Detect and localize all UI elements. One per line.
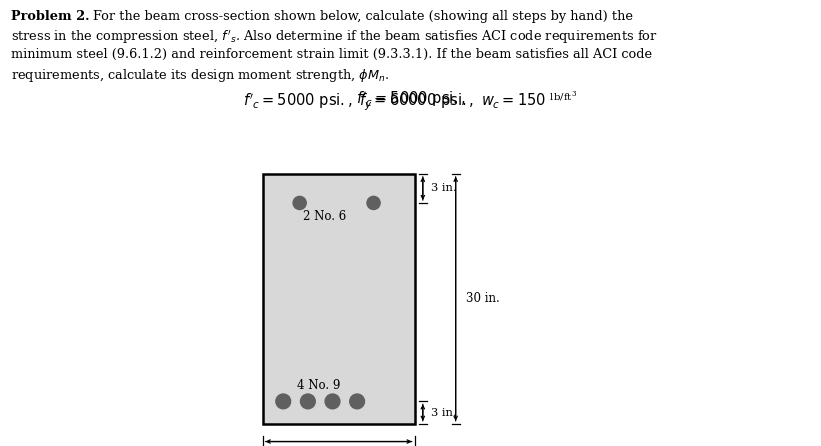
Ellipse shape xyxy=(300,394,315,409)
Bar xyxy=(263,174,415,424)
Text: requirements, calculate its design moment strength, $\phi M_n$.: requirements, calculate its design momen… xyxy=(11,67,389,84)
Text: 3 in.: 3 in. xyxy=(431,183,456,194)
Text: $f'_c = 5000\ \mathrm{psi.,}$: $f'_c = 5000\ \mathrm{psi.,}$ xyxy=(355,89,466,109)
Text: stress in the compression steel, $f'_s$. Also determine if the beam satisfies AC: stress in the compression steel, $f'_s$.… xyxy=(11,29,658,46)
Ellipse shape xyxy=(325,394,340,409)
Ellipse shape xyxy=(350,394,365,409)
Ellipse shape xyxy=(293,196,306,210)
Ellipse shape xyxy=(367,196,380,210)
Text: minimum steel (9.6.1.2) and reinforcement strain limit (9.3.3.1). If the beam sa: minimum steel (9.6.1.2) and reinforcemen… xyxy=(11,48,652,61)
Text: For the beam cross-section shown below, calculate (showing all steps by hand) th: For the beam cross-section shown below, … xyxy=(93,10,633,23)
Text: 30 in.: 30 in. xyxy=(466,292,499,306)
Text: 3 in.: 3 in. xyxy=(431,408,456,417)
Ellipse shape xyxy=(276,394,291,409)
Text: Problem 2.: Problem 2. xyxy=(11,10,89,23)
Text: 2 No. 6: 2 No. 6 xyxy=(303,210,346,223)
Text: 4 No. 9: 4 No. 9 xyxy=(297,379,340,392)
Text: $f'_c = 5000\ \mathrm{psi.,}\ f_y = 60000\ \mathrm{psi.,}\ w_c = 150\ \mathregul: $f'_c = 5000\ \mathrm{psi.,}\ f_y = 6000… xyxy=(244,89,577,113)
